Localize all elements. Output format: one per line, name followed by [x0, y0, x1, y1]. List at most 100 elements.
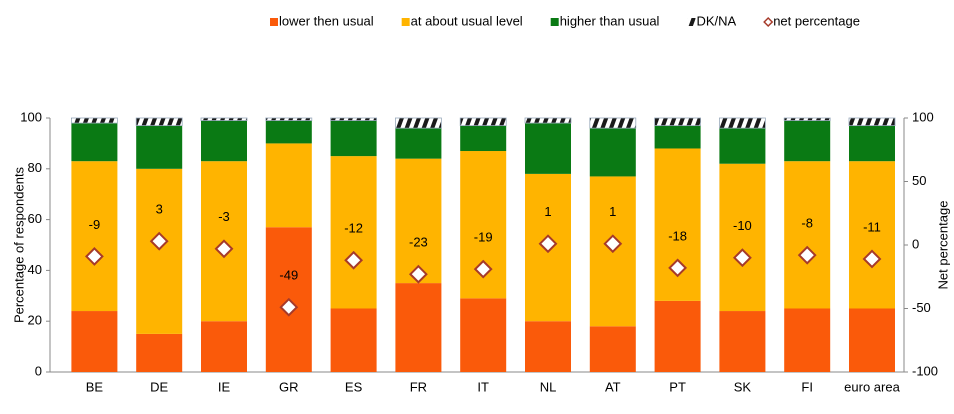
- net-marker: [84, 247, 104, 266]
- legend-label: lower then usual: [279, 13, 374, 28]
- bar-segment: [330, 156, 377, 309]
- data-label: -9: [89, 217, 101, 232]
- bar-segment: [524, 117, 572, 124]
- data-label: -12: [344, 221, 363, 236]
- bar-segment: [71, 117, 118, 124]
- net-marker: [344, 250, 364, 270]
- legend-label: at about usual level: [411, 13, 523, 28]
- legend-label: higher than usual: [560, 13, 660, 28]
- data-label: 3: [156, 202, 163, 217]
- y-tick-label: 60: [28, 211, 42, 226]
- bar-segment: [394, 117, 442, 129]
- bar-segment: [135, 117, 183, 127]
- bar-segment: [265, 143, 312, 228]
- bar-segment: [849, 125, 895, 162]
- y2-tick-label: 0: [912, 236, 919, 251]
- bar-segment: [654, 125, 701, 149]
- net-marker: [603, 234, 623, 254]
- y-tick-label: 40: [28, 262, 42, 277]
- y2-tick-label: 100: [912, 109, 934, 124]
- x-tick-label: ES: [345, 379, 363, 394]
- y2-tick-label: -50: [912, 300, 931, 315]
- bar-segment: [719, 163, 766, 312]
- bar-segment: [719, 117, 766, 129]
- x-tick-label: BE: [86, 379, 104, 394]
- data-label: -49: [279, 268, 298, 283]
- data-label: -18: [668, 228, 687, 243]
- bar-segment: [330, 117, 378, 121]
- data-label: -8: [801, 216, 813, 231]
- x-tick-label: PT: [669, 379, 686, 394]
- net-marker: [149, 231, 169, 251]
- data-label: -10: [733, 218, 752, 233]
- bar-segment: [654, 300, 701, 372]
- data-label: 1: [544, 204, 551, 219]
- bar-segment: [784, 161, 831, 309]
- bar-segment: [265, 117, 313, 121]
- legend-marker: [550, 18, 559, 26]
- net-marker: [214, 239, 234, 259]
- x-tick-label: AT: [605, 379, 621, 394]
- bar-segment: [654, 148, 701, 301]
- bar-segment: [136, 168, 183, 334]
- y2-axis-label: Net percentage: [935, 201, 950, 290]
- net-marker: [732, 248, 752, 268]
- bar-segment: [849, 161, 895, 309]
- y-tick-label: 100: [20, 109, 42, 124]
- x-tick-label: SK: [734, 379, 752, 394]
- legend-marker: [401, 18, 410, 26]
- net-marker: [279, 297, 299, 317]
- bar-segment: [71, 123, 118, 162]
- net-marker: [797, 245, 817, 265]
- bar-segment: [525, 321, 571, 372]
- bar-segment: [849, 308, 895, 372]
- x-tick-label: euro area: [844, 379, 900, 394]
- x-tick-label: FI: [801, 379, 813, 394]
- y-tick-label: 0: [35, 363, 42, 378]
- bar-segment: [265, 120, 312, 144]
- legend-label: DK/NA: [696, 13, 736, 28]
- y2-tick-label: 50: [912, 173, 926, 188]
- bar-segment: [589, 117, 637, 129]
- y-tick-label: 80: [28, 160, 42, 175]
- bar-segment: [395, 158, 442, 284]
- bar-segment: [848, 117, 896, 127]
- bar-segment: [71, 161, 118, 312]
- net-marker: [862, 249, 882, 269]
- bar-segment: [200, 117, 248, 121]
- bar-segment: [719, 128, 766, 164]
- bar-segment: [201, 321, 247, 372]
- net-marker: [538, 234, 558, 254]
- bar-segment: [460, 298, 507, 372]
- bar-segment: [395, 283, 442, 372]
- bar-segment: [784, 120, 831, 162]
- y2-tick-label: -100: [912, 363, 938, 378]
- bar-segment: [395, 128, 442, 159]
- x-tick-label: DE: [150, 379, 168, 394]
- x-tick-label: IT: [477, 379, 489, 394]
- bar-segment: [460, 125, 507, 152]
- net-marker: [668, 258, 688, 278]
- x-tick-label: IE: [218, 379, 231, 394]
- y-tick-label: 20: [28, 313, 42, 328]
- bar-segment: [201, 120, 247, 162]
- bar-segment: [136, 333, 183, 372]
- net-marker: [408, 264, 428, 284]
- legend-marker: [687, 18, 696, 26]
- x-tick-label: FR: [410, 379, 427, 394]
- bar-segment: [525, 123, 571, 174]
- legend-marker: [270, 18, 278, 26]
- legend-label: net percentage: [773, 13, 860, 28]
- y-axis-label: Percentage of respondents: [11, 166, 26, 323]
- bar-segment: [654, 117, 701, 127]
- bar-segment: [589, 128, 636, 177]
- data-label: -3: [218, 209, 230, 224]
- data-label: -19: [474, 230, 493, 245]
- bar-segment: [71, 311, 118, 372]
- bar-segment: [719, 311, 766, 372]
- x-tick-label: GR: [279, 379, 299, 394]
- x-tick-label: NL: [540, 379, 557, 394]
- legend-marker: [763, 16, 774, 28]
- net-marker: [473, 259, 493, 279]
